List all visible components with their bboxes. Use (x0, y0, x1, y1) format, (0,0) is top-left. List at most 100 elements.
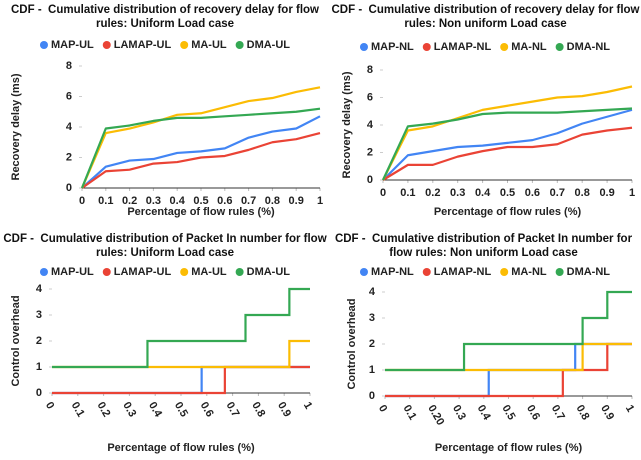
x-axis-label: Percentage of flow rules (%) (435, 442, 583, 454)
x-tick-label: 0.9 (275, 400, 293, 419)
x-tick-label: 0.7 (550, 187, 565, 199)
series-step (52, 365, 310, 395)
legend: MAP-NL LAMAP-NL MA-NL DMA-NL (359, 41, 611, 53)
y-tick-label: 6 (367, 91, 373, 103)
y-tick-label: 2 (66, 151, 72, 163)
series-step (52, 365, 310, 395)
x-tick-label: 0.4 (475, 403, 493, 423)
x-tick-label: 0 (43, 400, 56, 411)
x-tick-label: 0.2 (122, 195, 137, 207)
legend-swatch (235, 268, 244, 276)
legend-swatch (180, 41, 189, 49)
legend-label: MA-NL (511, 266, 547, 278)
x-tick-label: 0.8 (249, 400, 267, 419)
x-tick-label: 0.20 (425, 403, 446, 428)
legend-label: DMA-NL (567, 266, 611, 278)
x-tick-label: 0.9 (289, 195, 304, 207)
x-tick-label: 0.8 (575, 187, 590, 199)
legend-swatch (500, 43, 509, 51)
y-tick-label: 4 (369, 286, 376, 298)
x-tick-label: 0.4 (146, 400, 164, 420)
chart-panel: 0 2 4 6 8 0 0.1 0.2 0.3 0.4 0.5 0.6 0.7 0.8 0.9 1 Recove… (10, 39, 323, 218)
chart-panel: 0 1 2 3 4 0 0.1 0.20 0.3 0.4 0.5 0.6 0.7 0.8 0.9 1 Contr… (346, 266, 636, 454)
legend-label: LAMAP-UL (114, 39, 172, 51)
x-tick-label: 0 (79, 195, 85, 207)
x-tick-label: 0.1 (401, 403, 419, 422)
legend-swatch (422, 43, 431, 51)
chart-panel: 0 2 4 6 8 0 0.1 0.2 0.3 0.4 0.5 0.6 0.7 0.8 0.9 1 Recove… (341, 41, 635, 218)
x-axis-label: Percentage of flow rules (%) (127, 206, 275, 218)
chart-panel: 0 1 2 3 4 0 0.1 0.2 0.3 0.4 0.5 0.6 0.7 0.8 0.9 1 Contro… (10, 266, 314, 454)
x-tick-label: 1 (301, 400, 314, 411)
legend-label: LAMAP-NL (434, 266, 492, 278)
series-line (382, 85, 633, 181)
x-tick-label: 0.7 (223, 400, 241, 419)
legend-swatch (235, 41, 244, 49)
x-tick-label: 0.4 (170, 195, 186, 207)
x-tick-label: 1 (317, 195, 323, 207)
y-tick-label: 3 (36, 309, 42, 321)
x-tick-label: 0.3 (120, 400, 138, 419)
chart-title: CDF - Cumulative distribution of Packet … (334, 233, 636, 259)
legend-swatch (102, 268, 111, 276)
y-tick-label: 8 (66, 60, 72, 72)
series-line (81, 132, 321, 189)
y-axis-label: Control overhead (346, 298, 358, 389)
legend-label: MAP-NL (371, 266, 414, 278)
x-tick-label: 0.6 (217, 195, 232, 207)
y-tick-label: 4 (367, 119, 374, 131)
series-line (382, 126, 633, 181)
x-axis-label: Percentage of flow rules (%) (434, 206, 582, 218)
y-axis-label: Control overhead (10, 295, 22, 386)
legend-label: MA-UL (191, 266, 227, 278)
legend-swatch (39, 41, 48, 49)
legend: MAP-NL LAMAP-NL MA-NL DMA-NL (359, 266, 611, 278)
legend-swatch (555, 43, 564, 51)
x-tick-label: 0.2 (94, 400, 112, 419)
series-line (382, 107, 633, 181)
x-tick-label: 0.6 (524, 403, 542, 422)
x-tick-label: 0 (380, 187, 386, 199)
x-tick-label: 0.3 (146, 195, 161, 207)
legend: MAP-UL LAMAP-UL MA-UL DMA-UL (39, 39, 291, 51)
series-line (80, 107, 321, 189)
y-tick-label: 3 (369, 312, 375, 324)
y-tick-label: 6 (66, 90, 72, 102)
x-tick-label: 0.7 (241, 195, 256, 207)
x-tick-label: 0.1 (69, 400, 87, 419)
legend-swatch (359, 268, 368, 276)
x-tick-label: 1 (623, 403, 636, 414)
legend-label: DMA-UL (247, 39, 291, 51)
y-tick-label: 2 (36, 335, 42, 347)
series-line (80, 86, 321, 189)
x-tick-label: 0.6 (198, 400, 216, 419)
legend-label: MAP-NL (371, 41, 414, 53)
x-tick-label: 0.5 (499, 403, 517, 422)
x-tick-label: 0.5 (172, 400, 190, 419)
legend-label: MA-UL (191, 39, 227, 51)
legend-swatch (500, 268, 509, 276)
y-axis-label: Recovery delay (ms) (341, 71, 353, 178)
y-tick-label: 1 (369, 364, 375, 376)
chart-title: CDF - Cumulative distribution of Packet … (3, 233, 330, 259)
y-tick-label: 0 (66, 182, 72, 194)
chart-title: CDF - Cumulative distribution of recover… (11, 4, 323, 30)
series-step (385, 290, 632, 372)
series-step (52, 287, 310, 369)
legend-swatch (102, 41, 111, 49)
legend-label: LAMAP-NL (434, 41, 492, 53)
y-tick-label: 2 (367, 146, 373, 158)
legend-swatch (422, 268, 431, 276)
x-tick-label: 0.9 (599, 187, 614, 199)
legend-label: DMA-NL (567, 41, 611, 53)
y-tick-label: 0 (369, 390, 375, 402)
y-tick-label: 4 (36, 283, 43, 295)
legend-label: DMA-UL (247, 266, 291, 278)
series-line (382, 108, 633, 181)
x-tick-label: 0.7 (549, 403, 567, 422)
x-tick-label: 0.8 (573, 403, 591, 422)
legend-swatch (180, 268, 189, 276)
x-tick-label: 0.1 (98, 195, 113, 207)
